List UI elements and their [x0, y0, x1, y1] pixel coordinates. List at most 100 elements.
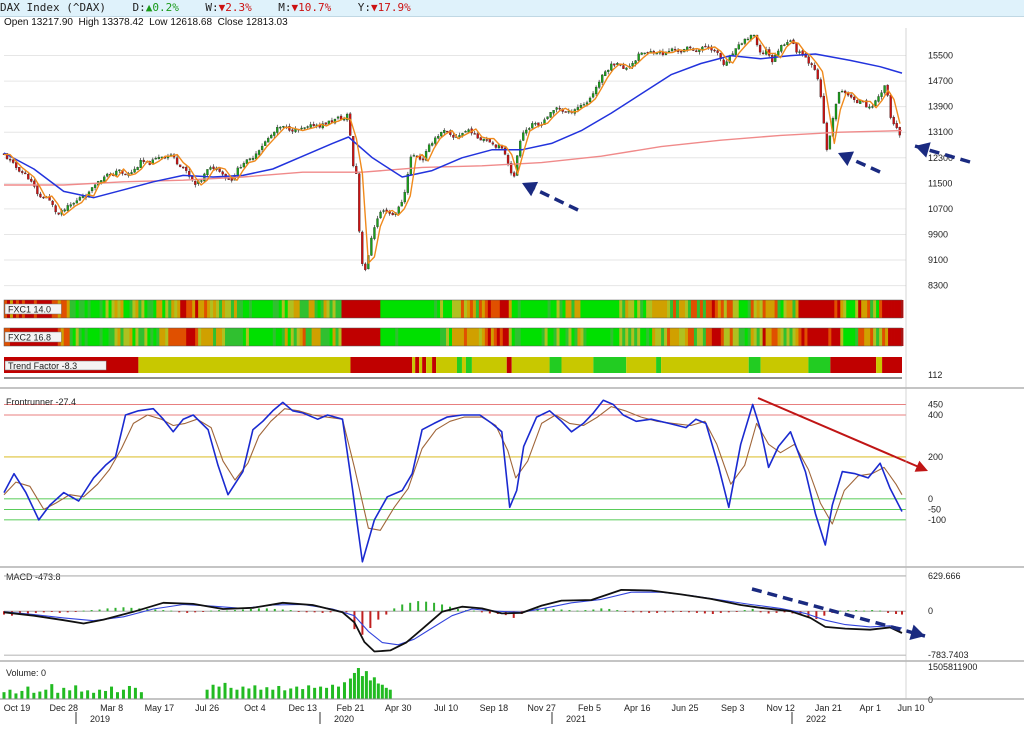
fxc2-band-cell — [861, 328, 865, 346]
fxc2-band-cell — [499, 328, 504, 346]
fxc1-band-cell — [114, 300, 118, 318]
fxc1-band-cell — [192, 300, 196, 318]
frontrunner-y-tick: 400 — [928, 410, 943, 420]
fxc1-band-cell — [454, 300, 459, 318]
fxc1-band-cell — [768, 300, 772, 318]
candle-body — [175, 157, 179, 165]
volume-bar — [301, 689, 305, 699]
fxc2-band-cell — [810, 328, 814, 346]
fxc2-band-cell — [463, 328, 468, 346]
fxc1-band-cell — [69, 300, 74, 318]
fxc1-band-cell — [861, 300, 865, 318]
fxc1-band-cell — [586, 300, 590, 318]
close-label: Close — [217, 17, 244, 28]
fxc2-band-cell — [777, 328, 781, 346]
fxc1-band-cell — [189, 300, 193, 318]
fxc1-band-cell — [484, 300, 489, 318]
fxc2-band-cell — [129, 328, 133, 346]
fxc1-band-cell — [529, 300, 534, 318]
fxc2-band-cell — [138, 328, 142, 346]
trend-factor-segment — [350, 357, 413, 373]
trend-factor-segment — [471, 357, 507, 373]
macd-histogram-bar — [241, 609, 244, 612]
fxc2-band-cell — [786, 328, 790, 346]
candle-body — [737, 44, 740, 50]
candle-body — [740, 43, 744, 45]
fxc1-band-cell — [398, 300, 402, 318]
fxc2-band-cell — [287, 328, 292, 346]
fxc2-band-cell — [586, 328, 590, 346]
fxc1-band-cell — [544, 300, 548, 318]
candle-body — [260, 145, 264, 150]
candle-body — [476, 133, 479, 139]
trend-factor-segment — [511, 357, 550, 373]
fxc1-band-cell — [320, 300, 324, 318]
x-axis-tick-label: Nov 27 — [527, 703, 556, 713]
fxc2-band-cell — [454, 328, 459, 346]
price-y-tick: 8300 — [928, 281, 948, 291]
macd-histogram-bar — [425, 601, 428, 612]
candle-body — [324, 122, 328, 125]
candle-body — [282, 126, 285, 128]
fxc1-band-cell — [897, 300, 901, 318]
candle-body — [345, 113, 349, 121]
fxc1-band-cell — [771, 300, 775, 318]
fxc2-band-cell — [673, 328, 677, 346]
price-y-tick: 12300 — [928, 153, 953, 163]
fxc2-band-cell — [738, 328, 743, 346]
fxc2-band-cell — [676, 328, 680, 346]
fxc2-band-cell — [84, 328, 89, 346]
candle-body — [871, 106, 874, 108]
candle-body — [427, 144, 431, 152]
fxc1-band-cell — [891, 300, 895, 318]
fxc2-band-cell — [251, 328, 256, 346]
macd-histogram-bar — [568, 610, 571, 612]
fxc1-band-cell — [177, 300, 181, 318]
candle-body — [810, 63, 813, 65]
fxc2-band-cell — [383, 328, 387, 346]
fxc1-band-cell — [852, 300, 856, 318]
trend-factor-segment — [419, 357, 423, 373]
fxc1-band-cell — [466, 300, 471, 318]
macd-y-tick: 0 — [928, 606, 933, 616]
fxc2-band-cell — [583, 328, 587, 346]
candle-body — [412, 155, 416, 157]
macd-histogram-bar — [727, 611, 730, 613]
fxc2-band-cell — [466, 328, 471, 346]
fxc1-band-cell — [655, 300, 659, 318]
fxc2-band-cell — [168, 328, 172, 346]
x-axis-tick-label: Nov 12 — [766, 703, 795, 713]
fxc1-band-cell — [347, 300, 351, 318]
day-change-up-icon: ▲ — [145, 1, 153, 14]
frontrunner-title: Frontrunner -27.4 — [6, 397, 76, 407]
symbol-title: DAX Index (^DAX) — [0, 1, 106, 14]
fxc2-band-cell — [419, 328, 423, 346]
fxc1-band-cell — [607, 300, 611, 318]
fxc2-band-cell — [879, 328, 883, 346]
trend-factor-segment — [432, 357, 437, 373]
fxc2-band-cell — [762, 328, 767, 346]
x-axis-tick-label: Jan 21 — [815, 703, 842, 713]
macd-histogram-bar — [648, 611, 651, 613]
fxc1-band-cell — [580, 300, 584, 318]
fxc1-band-cell — [690, 300, 695, 318]
fxc2-band-cell — [290, 328, 295, 346]
candle-body — [373, 227, 376, 239]
candle-body — [397, 206, 400, 214]
volume-bar — [50, 684, 54, 699]
fxc1-band-cell — [278, 300, 283, 318]
trend-factor-segment — [748, 357, 761, 373]
candle-body — [601, 74, 604, 83]
x-axis-tick-label: Apr 1 — [859, 703, 881, 713]
candle-body — [825, 122, 829, 150]
candle-body — [877, 96, 880, 102]
fxc1-band-cell — [777, 300, 781, 318]
fxc1-band-cell — [837, 300, 841, 318]
candle-body — [11, 159, 15, 163]
candle-body — [516, 155, 519, 176]
fxc1-band-cell — [708, 300, 713, 318]
candle-body — [118, 169, 121, 172]
trend-factor-segment — [415, 357, 420, 373]
fxc1-band-cell — [661, 300, 665, 318]
volume-bar — [14, 693, 18, 699]
